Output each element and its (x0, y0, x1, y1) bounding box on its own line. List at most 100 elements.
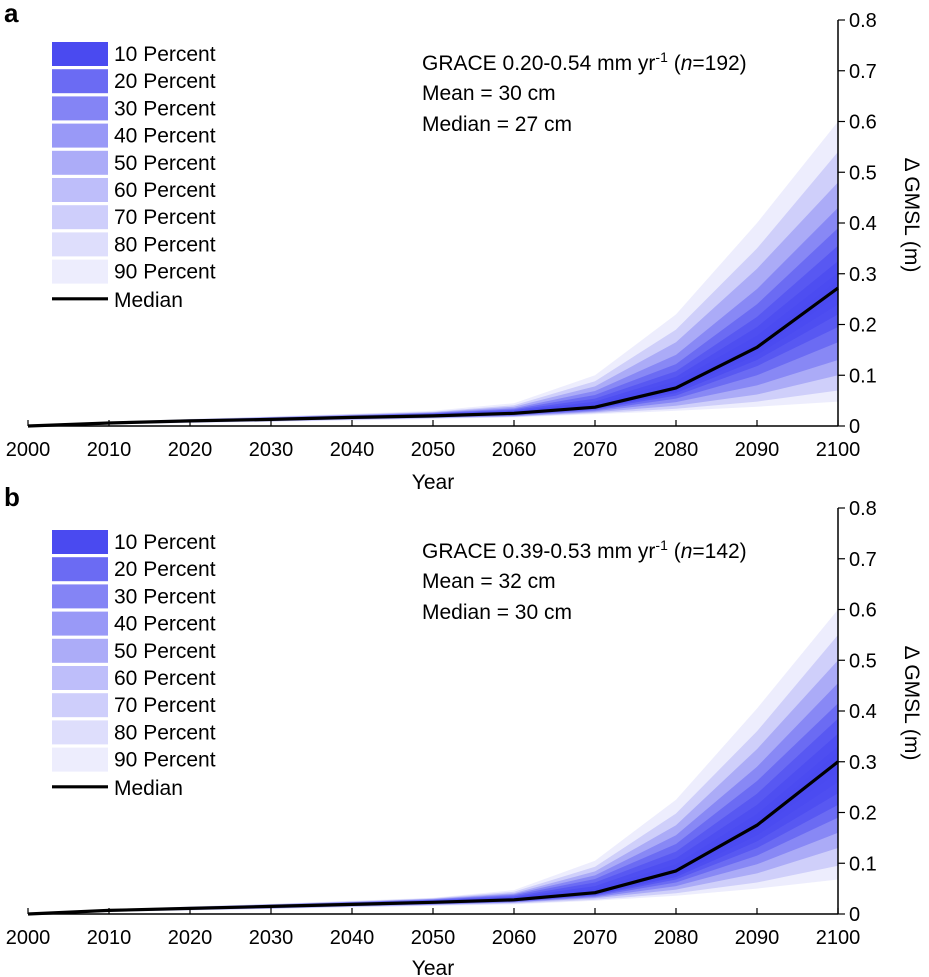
x-tick-label: 2010 (87, 927, 132, 949)
legend-swatch (52, 666, 108, 690)
y-tick-label: 0.7 (849, 549, 877, 571)
legend-entry: 70 Percent (114, 206, 216, 229)
x-tick-label: 2100 (816, 927, 861, 949)
x-tick-label: 2050 (411, 927, 456, 949)
annotation-median: Median = 30 cm (422, 601, 572, 624)
x-tick-label: 2070 (573, 439, 618, 461)
annotation: GRACE 0.39-0.53 mm yr-1 (n=142) Mean = 32… (422, 537, 747, 624)
y-tick-label: 0 (849, 416, 860, 438)
y-tick-label: 0.6 (849, 600, 877, 622)
x-tick-label: 2000 (6, 927, 51, 949)
legend-swatch (52, 530, 108, 554)
annotation-line1: GRACE 0.20-0.54 mm yr-1 (n=192) (422, 49, 747, 75)
legend-entry: 40 Percent (114, 125, 216, 148)
annotation-median: Median = 27 cm (422, 113, 572, 136)
band-70-percent (28, 182, 838, 426)
legend-entry: 50 Percent (114, 152, 216, 175)
x-tick-label: 2000 (6, 439, 51, 461)
band-60-percent (28, 683, 838, 914)
annotation-grace-text: GRACE 0.39-0.53 mm yr (422, 540, 655, 563)
y-tick-label: 0.8 (849, 498, 877, 520)
annotation-superscript: -1 (655, 49, 668, 65)
legend-entry: 90 Percent (114, 749, 216, 772)
y-tick-label: 0.5 (849, 162, 877, 184)
x-tick-label: 2090 (735, 439, 780, 461)
legend-entry: 10 Percent (114, 43, 216, 66)
legend-swatch (52, 178, 108, 202)
chart-panel-a: 2000 2010 2020 2030 2040 2050 2060 2070 2080 2090… (4, 0, 923, 494)
panel-letter: a (4, 0, 19, 28)
x-tick-label: 2030 (249, 439, 294, 461)
legend-entry: 60 Percent (114, 179, 216, 202)
y-tick-label: 0.4 (849, 701, 877, 723)
legend-entry: 60 Percent (114, 667, 216, 690)
x-axis-title: Year (412, 471, 454, 494)
legend-entry: 70 Percent (114, 694, 216, 717)
legend-swatch (52, 232, 108, 257)
x-tick-label: 2040 (330, 439, 375, 461)
y-tick-label: 0.1 (849, 365, 877, 387)
legend-entry: 90 Percent (114, 261, 216, 284)
median-line (27, 286, 839, 428)
x-tick-label: 2060 (492, 439, 537, 461)
y-axis-title: Δ GMSL (m) (900, 646, 923, 761)
annotation-mean: Mean = 30 cm (422, 82, 556, 105)
legend-entry: 80 Percent (114, 721, 216, 744)
x-tick-label: 2020 (168, 927, 213, 949)
legend-entry: 50 Percent (114, 640, 216, 663)
panel-letter: b (4, 482, 20, 512)
legend-swatch (52, 150, 108, 175)
legend-entry: 80 Percent (114, 233, 216, 256)
annotation-mean: Mean = 32 cm (422, 570, 556, 593)
band-90-percent (28, 609, 838, 914)
legend-swatch (52, 693, 108, 718)
band-80-percent (28, 634, 838, 914)
annotation-paren: ( (668, 540, 681, 563)
band-80-percent (28, 151, 838, 426)
x-tick-label: 2100 (816, 439, 861, 461)
legend-swatch (52, 720, 108, 745)
annotation-line1: GRACE 0.39-0.53 mm yr-1 (n=142) (422, 537, 747, 563)
y-tick-label: 0.3 (849, 752, 877, 774)
annotation-superscript: -1 (655, 537, 668, 553)
y-tick-label: 0 (849, 904, 860, 926)
x-tick-label: 2090 (735, 927, 780, 949)
annotation: GRACE 0.20-0.54 mm yr-1 (n=192) Mean = 30… (422, 49, 747, 136)
legend-swatch (52, 123, 108, 148)
annotation-n: n (681, 540, 693, 563)
x-tick-label: 2050 (411, 439, 456, 461)
y-tick-label: 0.2 (849, 803, 877, 825)
annotation-paren: ( (668, 52, 681, 75)
legend-swatch (52, 96, 108, 121)
legend-median-label: Median (114, 777, 183, 800)
x-tick-label: 2070 (573, 927, 618, 949)
legend: 10 Percent 20 Percent 30 Percent 40 Percent… (52, 530, 216, 800)
x-tick-label: 2010 (87, 439, 132, 461)
legend-swatch (52, 747, 108, 772)
y-tick-label: 0.1 (849, 853, 877, 875)
x-tick-label: 2080 (654, 439, 699, 461)
legend-swatch (52, 557, 108, 582)
legend-entry: 10 Percent (114, 531, 216, 554)
legend-swatch (52, 259, 108, 284)
legend-entry: 40 Percent (114, 613, 216, 636)
band-90-percent (28, 121, 838, 426)
legend-entry: 30 Percent (114, 585, 216, 608)
annotation-count: =142) (692, 540, 746, 563)
legend-median-label: Median (114, 289, 183, 312)
x-axis-title: Year (412, 957, 454, 977)
y-tick-label: 0.8 (849, 10, 877, 32)
y-axis-title: Δ GMSL (m) (900, 158, 923, 273)
legend: 10 Percent 20 Percent 30 Percent 40 Percent… (52, 42, 216, 312)
x-tick-label: 2030 (249, 927, 294, 949)
band-70-percent (28, 660, 838, 914)
chart-panel-b: 2000 2010 2020 2030 2040 2050 2060 2070 2080 2090… (4, 482, 923, 977)
x-tick-label: 2020 (168, 439, 213, 461)
median-line (27, 760, 839, 916)
legend-swatch (52, 638, 108, 663)
legend-swatch (52, 205, 108, 230)
x-tick-label: 2040 (330, 927, 375, 949)
legend-entry: 20 Percent (114, 558, 216, 581)
legend-swatch (52, 42, 108, 66)
